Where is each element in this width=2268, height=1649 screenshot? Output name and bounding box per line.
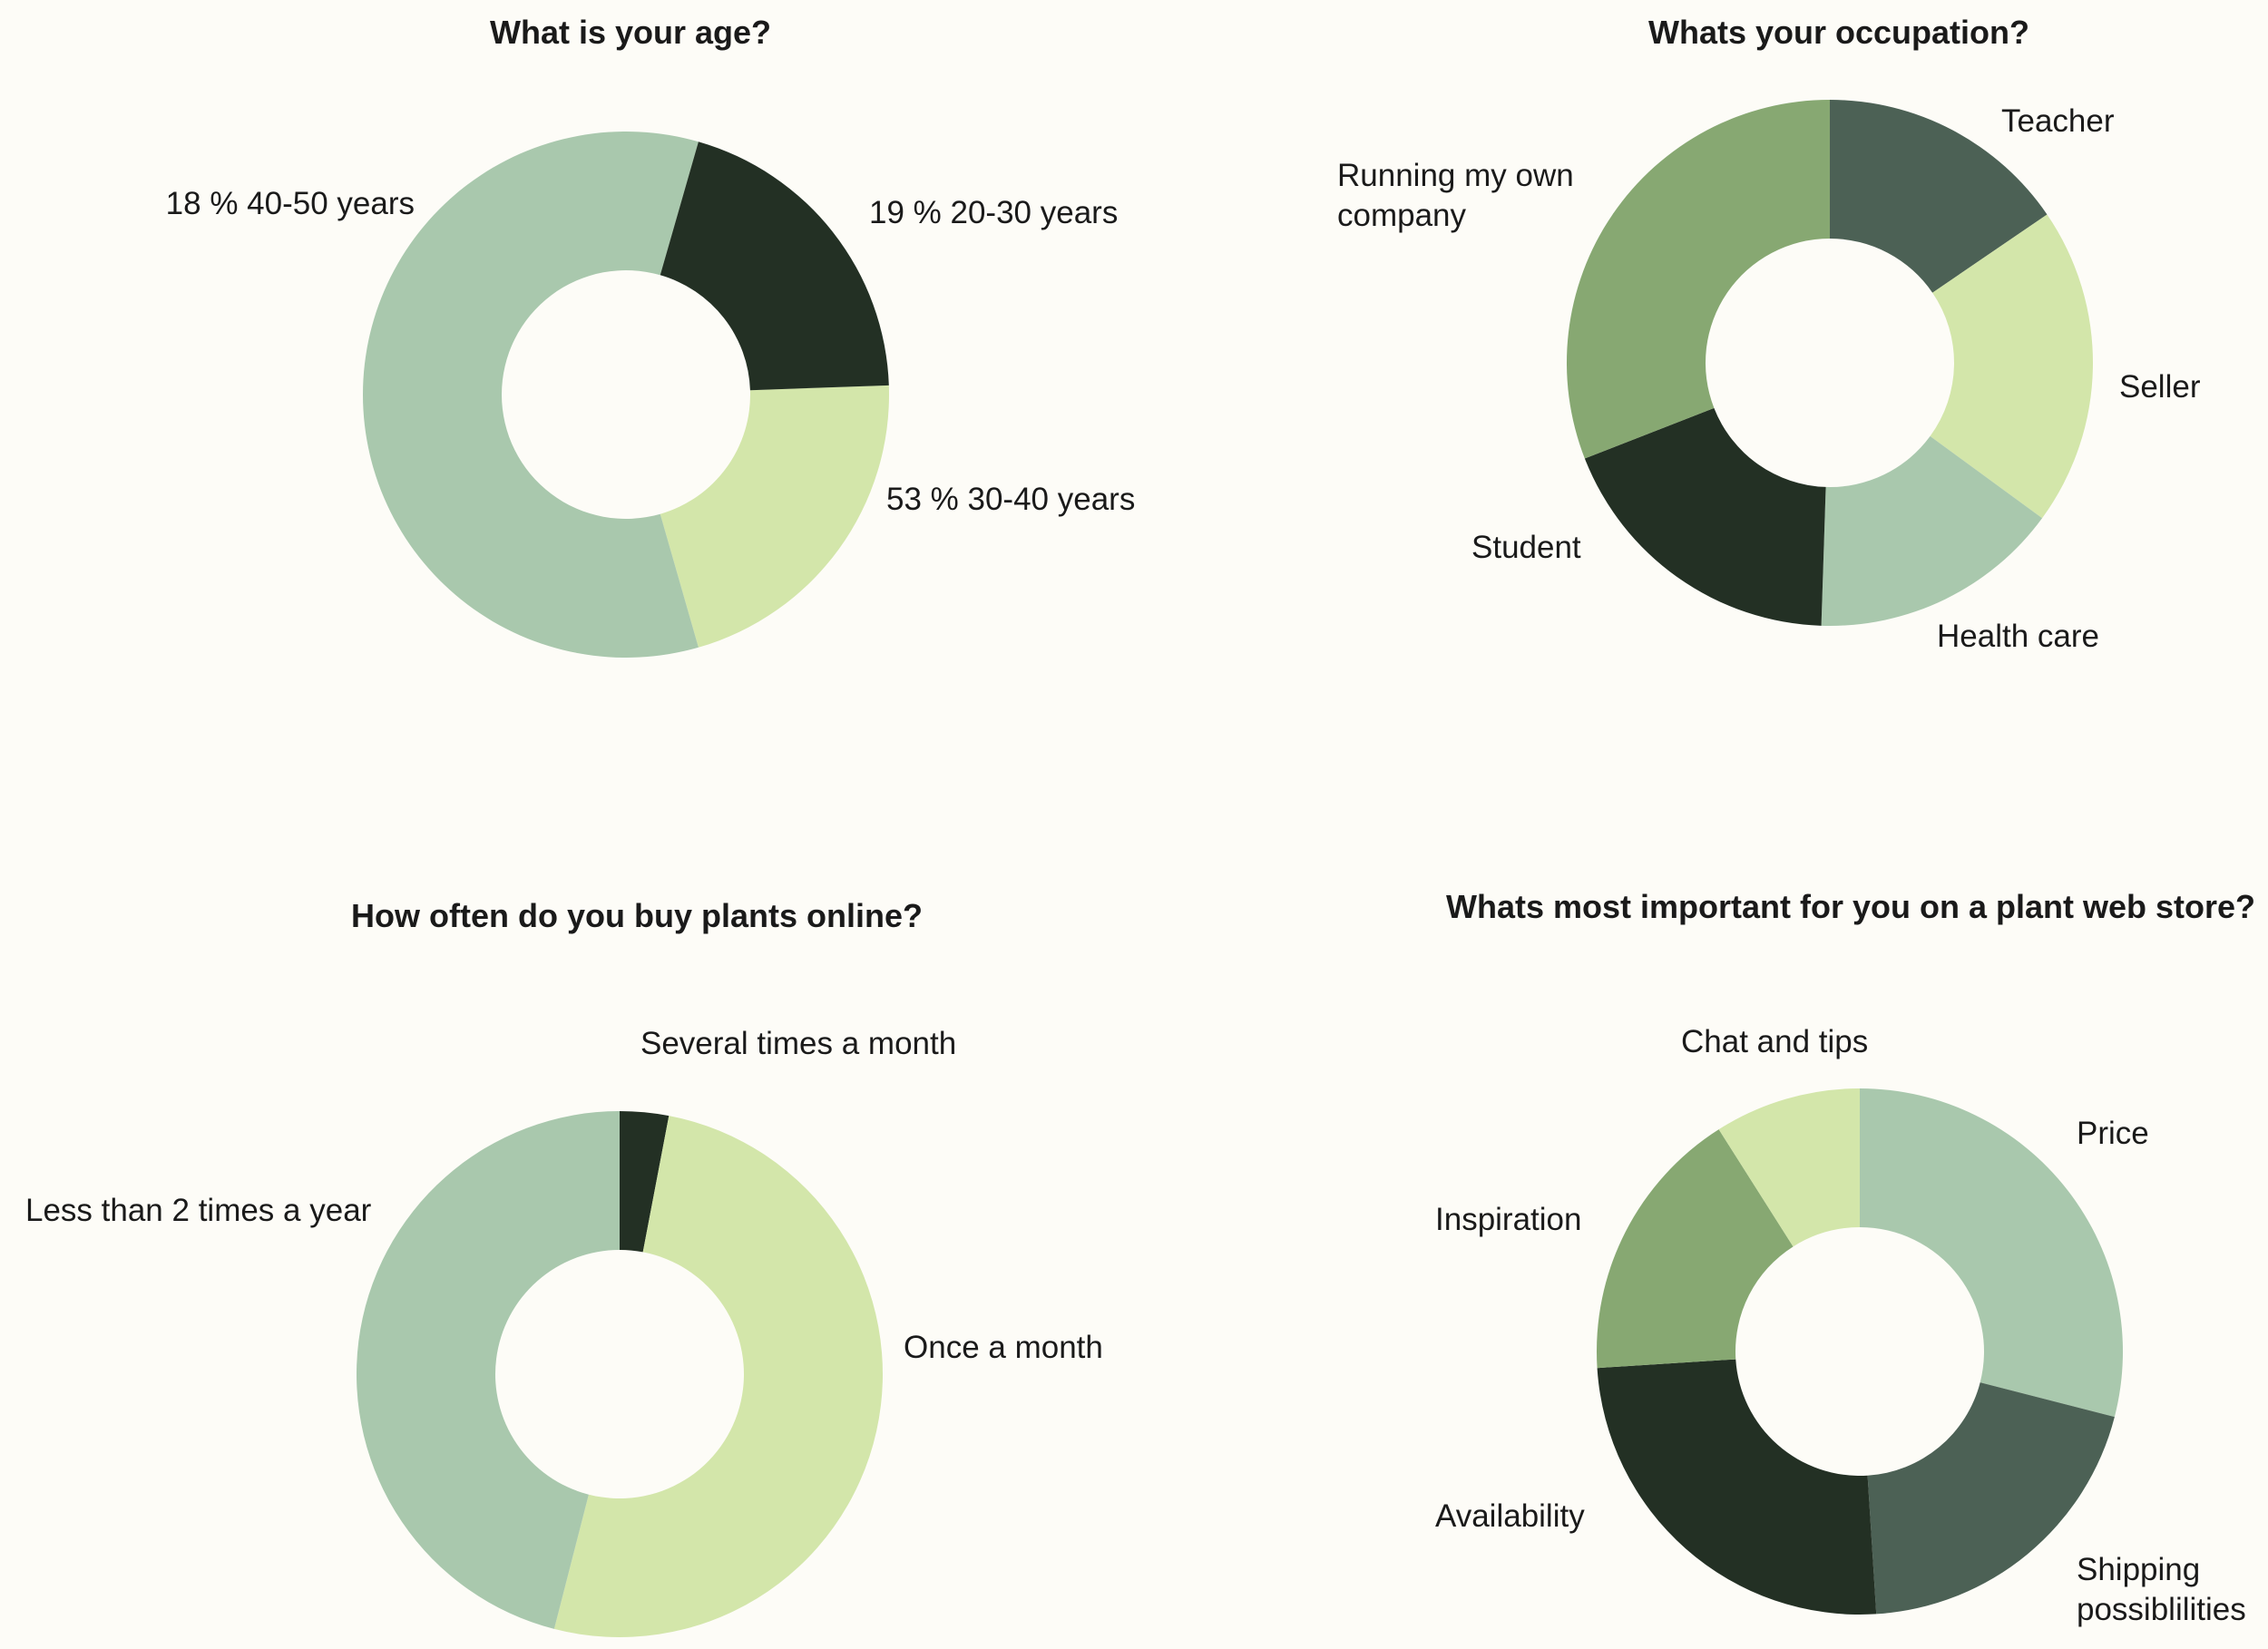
- donut-chart-1: What is your age? 19 % 20-30 years 53 % 30…: [166, 14, 1135, 659]
- slice-price: [1860, 1088, 2123, 1418]
- slice-label-student: Student: [1471, 530, 1581, 565]
- slice-once-a-month: [553, 1116, 883, 1637]
- slice-label-once-a-month: Once a month: [904, 1330, 1103, 1365]
- chart-title: How often do you buy plants online?: [351, 897, 923, 934]
- slice-seller: [1930, 214, 2093, 519]
- slice-label-seller: Seller: [2119, 369, 2201, 405]
- slice-label-availability: Availability: [1435, 1498, 1585, 1534]
- slice-label-teacher: Teacher: [2001, 103, 2115, 139]
- slice-19-20-30-years: [660, 385, 889, 648]
- slice-shipping-possiblilities: [1867, 1382, 2115, 1615]
- slice-running-my-own-company: [1567, 100, 1830, 459]
- slice-53-30-40-years: [362, 131, 699, 659]
- slice-inspiration: [1596, 1129, 1794, 1369]
- slice-chat-and-tips: [1718, 1088, 1860, 1247]
- slice-student: [1584, 407, 1826, 626]
- chart-title: Whats most important for you on a plant …: [1446, 888, 2255, 925]
- slice-label-chat-and-tips: Chat and tips: [1681, 1024, 1868, 1059]
- slice-label-53-30-40-years: 53 % 30-40 years: [886, 482, 1135, 517]
- slice-18-40-50-years: [660, 141, 889, 391]
- slice-label-shipping-possiblilities: Shipping possiblilities: [2077, 1552, 2246, 1627]
- slice-several-times-a-month: [620, 1111, 670, 1253]
- slice-label-price: Price: [2077, 1116, 2149, 1151]
- slice-label-several-times-a-month: Several times a month: [640, 1026, 956, 1061]
- donut-chart-4: Whats most important for you on a plant …: [1435, 888, 2255, 1627]
- slice-health-care: [1821, 435, 2043, 626]
- chart-title: What is your age?: [490, 14, 771, 51]
- slice-teacher: [1830, 100, 2048, 293]
- slice-label-health-care: Health care: [1937, 619, 2099, 654]
- slice-label-running-my-own-company: Running my own company: [1337, 158, 1574, 233]
- slice-less-than-2-times-a-year: [356, 1111, 620, 1629]
- slice-label-18-40-50-years: 18 % 40-50 years: [166, 186, 415, 221]
- slice-label-inspiration: Inspiration: [1435, 1202, 1581, 1237]
- chart-title: Whats your occupation?: [1648, 14, 2029, 51]
- slice-label-19-20-30-years: 19 % 20-30 years: [869, 195, 1118, 230]
- donut-chart-2: Whats your occupation? Teacher Seller Healt…: [1337, 14, 2201, 654]
- slice-availability: [1597, 1359, 1877, 1615]
- slice-label-less-than-2-times-a-year: Less than 2 times a year: [25, 1193, 372, 1228]
- donut-chart-3: How often do you buy plants online? Sever…: [25, 897, 1103, 1637]
